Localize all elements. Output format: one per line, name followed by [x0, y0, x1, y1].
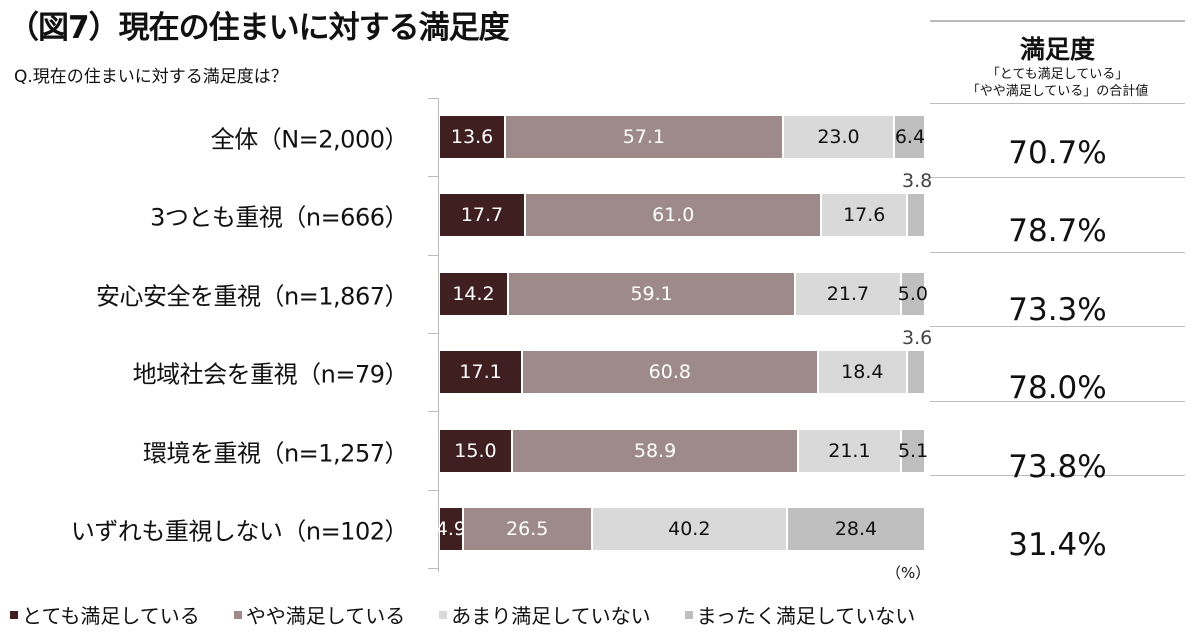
legend-label: とても満足している [22, 604, 200, 628]
satisfaction-heading: 満足度 [1019, 35, 1095, 64]
bar-segment-label: 17.7 [440, 194, 527, 237]
axis-tick [428, 97, 438, 99]
satisfaction-sub1: 「とても満足している」 [986, 67, 1129, 82]
total-value: 73.8% [1008, 448, 1107, 485]
legend-item: とても満足している [10, 600, 200, 629]
legend-item: まったく満足していない [684, 600, 916, 629]
bar-segment-label: 26.5 [463, 508, 593, 550]
category-label: 安心安全を重視（n=1,867） [95, 282, 409, 311]
legend-swatch [439, 610, 448, 619]
bar-segment-label: 5.1 [898, 429, 928, 472]
chart-title: （図7）現在の住まいに対する満足度 [8, 10, 510, 46]
bar-segment-label: 60.8 [523, 351, 819, 394]
total-value: 31.4% [1008, 527, 1107, 563]
bar-segment-label: 21.1 [799, 429, 902, 472]
legend-swatch [233, 610, 242, 619]
satisfaction-sub2: 「やや満足している」の合計値 [966, 84, 1149, 99]
bar-segment-label: 23.0 [783, 116, 896, 158]
total-value: 70.7% [1008, 135, 1107, 171]
bar-segment-label: 21.7 [796, 272, 902, 315]
bar-segment-label: 5.0 [898, 272, 928, 315]
y-axis-line [438, 98, 439, 572]
category-label: いずれも重視しない（n=102） [70, 517, 409, 546]
total-value: 78.7% [1008, 213, 1107, 250]
bar-segment-label: 59.1 [509, 272, 797, 315]
bar-segment-label: 18.4 [818, 351, 909, 394]
total-value: 78.0% [1008, 370, 1107, 407]
legend-item: やや満足している [233, 600, 406, 629]
panel-line [930, 177, 1185, 179]
legend-item: あまり満足していない [439, 600, 651, 629]
panel-line [930, 475, 1185, 477]
bar-segment-label: 61.0 [526, 194, 823, 237]
legend-swatch [10, 610, 18, 619]
bar-segment-label: 17.6 [822, 194, 908, 237]
bar-segment-label: 15.0 [440, 429, 513, 472]
panel-line [930, 20, 1185, 22]
bar-segment-label: 4.9 [436, 508, 466, 550]
bar-segment [908, 194, 927, 237]
category-label: 3つとも重視（n=666） [150, 203, 408, 232]
satisfaction-header: 満足度 「とても満足している」 「やや満足している」の合計値 [930, 30, 1185, 100]
data-label: 3.8 [902, 170, 933, 193]
panel-line [930, 400, 1185, 402]
legend-label: やや満足している [245, 604, 406, 628]
panel-line [930, 251, 1185, 253]
legend: とても満足している やや満足している あまり満足していない まったく満足していない [10, 600, 915, 629]
legend-label: まったく満足していない [696, 604, 916, 628]
axis-tick [428, 568, 438, 570]
axis-tick [428, 254, 438, 256]
bar-segment-label: 6.4 [895, 116, 927, 158]
category-label: 環境を重視（n=1,257） [142, 439, 409, 468]
unit-label: （%） [886, 564, 931, 582]
axis-tick [428, 333, 438, 334]
bar-segment-label: 17.1 [440, 351, 524, 394]
bar-segment-label: 28.4 [787, 508, 926, 550]
axis-tick [428, 176, 438, 178]
bar-segment-label: 13.6 [440, 116, 507, 158]
panel-line [930, 326, 1185, 328]
bar-segment-label: 57.1 [506, 116, 784, 158]
category-label: 全体（N=2,000） [210, 125, 409, 154]
bar-segment-label: 40.2 [592, 508, 788, 550]
panel-line [930, 103, 1185, 104]
bar-segment-label: 14.2 [440, 272, 509, 315]
legend-swatch [684, 610, 693, 619]
total-value: 73.3% [1008, 291, 1107, 328]
axis-tick [428, 411, 438, 413]
category-label: 地域社会を重視（n=79） [132, 360, 409, 389]
bar-segment [908, 351, 926, 394]
legend-label: あまり満足していない [451, 604, 651, 628]
question-text: Q.現在の住まいに対する満足度は？ [14, 67, 288, 87]
data-label: 3.6 [902, 327, 933, 350]
bar-segment-label: 58.9 [512, 429, 800, 472]
axis-tick [428, 489, 438, 491]
